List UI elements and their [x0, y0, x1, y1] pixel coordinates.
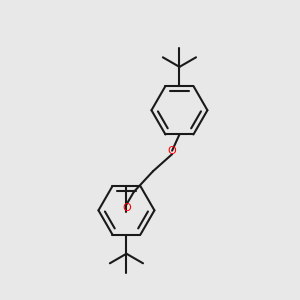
Text: O: O: [168, 146, 176, 156]
Text: O: O: [122, 203, 131, 213]
